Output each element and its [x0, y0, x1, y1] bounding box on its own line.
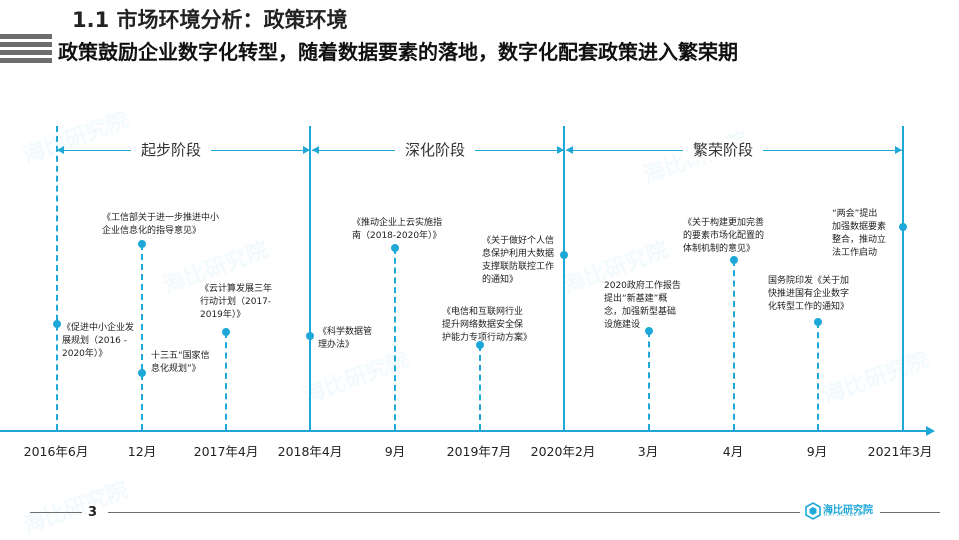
footer-divider — [108, 512, 800, 513]
arrow-left-icon — [566, 146, 573, 154]
event-connector — [56, 126, 58, 430]
event-dot — [560, 251, 568, 259]
watermark: 海比研究院 — [819, 347, 932, 409]
timeline-axis — [0, 430, 930, 432]
logo-icon — [805, 502, 821, 520]
event-text: 2020政府工作报告 提出“新基建”概 念，加强新型基础 设施建设 — [604, 281, 681, 330]
phase-label-deepening: 深化阶段 — [395, 139, 476, 160]
brand-logo: 海比研究院 HAI ACADEMY — [805, 500, 875, 522]
event-text: 《推动企业上云实施指 南（2018-2020年）》 — [352, 218, 443, 241]
event-connector — [648, 331, 650, 430]
event-dot — [645, 327, 653, 335]
tick-label: 9月 — [384, 444, 406, 459]
event-connector — [394, 248, 396, 430]
phase-label-prosperity: 繁荣阶段 — [683, 139, 764, 160]
arrow-right-icon — [303, 146, 310, 154]
phase-label-startup: 起步阶段 — [131, 139, 212, 160]
event-text: 《促进中小企业发 展规划（2016 - 2020年）》 — [62, 323, 135, 359]
logo-text: 海比研究院 — [823, 505, 873, 516]
event-dot — [306, 332, 314, 340]
event-dot — [222, 328, 230, 336]
event-connector — [817, 322, 819, 430]
event-dot — [138, 240, 146, 248]
tick-label: 12月 — [127, 444, 157, 459]
event-text: 《关于做好个人信 息保护利用大数据 支撑联防联控工作 的通知》 — [482, 236, 555, 285]
event-dot — [138, 369, 146, 377]
tick-label: 2019年7月 — [446, 444, 512, 459]
watermark: 海比研究院 — [19, 477, 132, 539]
tick-label: 9月 — [806, 444, 828, 459]
event-connector — [733, 260, 735, 430]
event-text: 十三五“国家信 息化规划”》 — [151, 351, 210, 374]
event-dot — [391, 244, 399, 252]
footer-divider — [880, 512, 940, 513]
phase-boundary-line — [902, 126, 904, 430]
arrow-right-icon — [557, 146, 564, 154]
page-number: 3 — [88, 505, 98, 520]
phase-boundary-line — [563, 126, 565, 430]
tick-label: 4月 — [722, 444, 744, 459]
tick-label: 2021年3月 — [867, 444, 933, 459]
footer-divider — [30, 512, 82, 513]
event-text: 《云计算发展三年 行动计划（2017- 2019年）》 — [200, 284, 273, 320]
phase-boundary-line — [309, 126, 311, 430]
event-dot — [899, 223, 907, 231]
tick-label: 2018年4月 — [277, 444, 343, 459]
event-text: “两会”提出 加强数据要素 整合，推动立 法工作启动 — [832, 209, 887, 258]
event-text: 《工信部关于进一步推进中小 企业信息化的指导意见》 — [102, 213, 220, 236]
logo-subtext: HAI ACADEMY — [824, 513, 867, 518]
page-subtitle: 政策鼓励企业数字化转型，随着数据要素的落地，数字化配套政策进入繁荣期 — [58, 40, 738, 64]
title-accent-stripes — [0, 34, 52, 64]
event-dot — [814, 318, 822, 326]
arrow-right-icon — [926, 426, 935, 436]
tick-label: 2020年2月 — [530, 444, 596, 459]
event-text: 《科学数据管 理办法》 — [318, 327, 373, 350]
event-text: 《电信和互联网行业 提升网络数据安全保 护能力专项行动方案》 — [442, 307, 533, 343]
event-connector — [479, 345, 481, 430]
watermark: 海比研究院 — [19, 107, 132, 169]
event-text: 《关于构建更加完善 的要素市场化配置的 体制机制的意见》 — [683, 218, 765, 254]
arrow-left-icon — [57, 146, 64, 154]
event-dot — [476, 341, 484, 349]
arrow-right-icon — [895, 146, 902, 154]
event-dot — [53, 320, 61, 328]
page-title: 1.1 市场环境分析：政策环境 — [72, 8, 348, 32]
tick-label: 2017年4月 — [193, 444, 259, 459]
event-connector — [225, 332, 227, 430]
event-text: 国务院印发《关于加 快推进国有企业数字 化转型工作的通知》 — [768, 276, 850, 312]
arrow-left-icon — [312, 146, 319, 154]
tick-label: 2016年6月 — [23, 444, 89, 459]
event-connector — [141, 244, 143, 430]
event-dot — [730, 256, 738, 264]
tick-label: 3月 — [637, 444, 659, 459]
